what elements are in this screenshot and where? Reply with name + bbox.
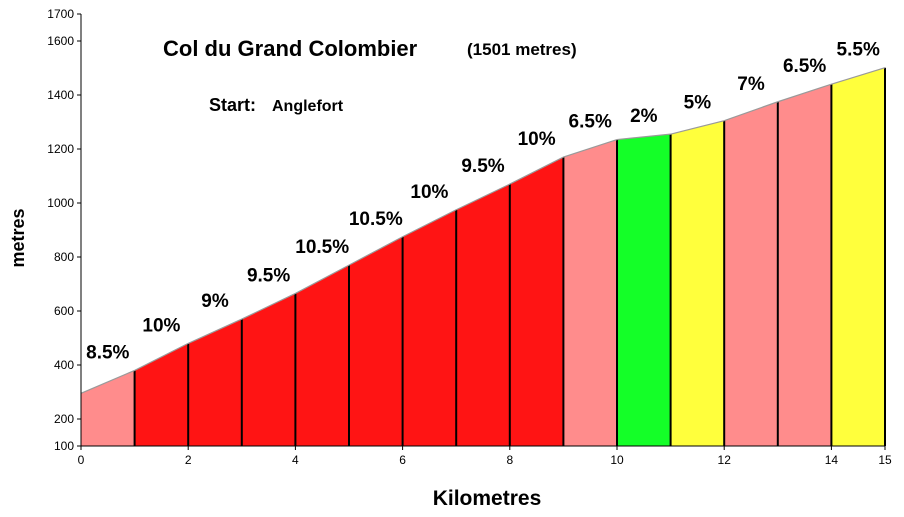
km-dividers bbox=[133, 67, 886, 446]
gradient-label-13: 7% bbox=[737, 74, 765, 95]
gradient-segment-6 bbox=[349, 236, 403, 446]
gradient-label-14: 6.5% bbox=[783, 56, 826, 77]
x-tick-label: 2 bbox=[185, 453, 192, 467]
x-tick-label: 0 bbox=[78, 453, 85, 467]
y-tick-label: 200 bbox=[54, 412, 74, 426]
gradient-segment-7 bbox=[402, 209, 457, 446]
gradient-segment-12 bbox=[670, 120, 725, 447]
x-tick-label: 10 bbox=[610, 453, 624, 467]
x-tick-label: 15 bbox=[878, 453, 892, 467]
start-value: Anglefort bbox=[272, 98, 344, 115]
x-tick-label: 8 bbox=[506, 453, 513, 467]
start-label: Start: bbox=[209, 95, 256, 115]
gradient-segment-4 bbox=[241, 293, 296, 446]
y-tick-label: 1700 bbox=[47, 7, 74, 21]
chart-subtitle: (1501 metres) bbox=[467, 40, 577, 59]
gradient-label-4: 9.5% bbox=[247, 265, 290, 286]
y-tick-label: 1400 bbox=[47, 88, 74, 102]
x-tick-label: 14 bbox=[825, 453, 839, 467]
gradient-label-9: 10% bbox=[518, 129, 556, 150]
gradient-segment-8 bbox=[456, 184, 510, 446]
y-tick-label: 1000 bbox=[47, 196, 74, 210]
gradient-segment-14 bbox=[777, 84, 832, 446]
gradient-label-7: 10% bbox=[410, 182, 448, 203]
gradient-labels: 8.5%10%9%9.5%10.5%10.5%10%9.5%10%6.5% 2%5… bbox=[86, 40, 880, 364]
gradient-label-3: 9% bbox=[201, 291, 229, 312]
x-tick-label: 6 bbox=[399, 453, 406, 467]
elevation-profile-line bbox=[80, 67, 886, 394]
y-tick-label: 1600 bbox=[47, 34, 74, 48]
y-tick-label: 100 bbox=[54, 439, 74, 453]
x-tick-label: 4 bbox=[292, 453, 299, 467]
gradient-segment-9 bbox=[509, 157, 564, 446]
tick-labels: 100 200 400 600 800 1000 1200 1400 1600 1700 0 2 4 6 8… bbox=[47, 7, 892, 467]
gradient-label-11: 2% bbox=[630, 106, 658, 127]
gradient-segment-5 bbox=[295, 265, 349, 446]
gradient-segment-15 bbox=[831, 67, 885, 446]
y-axis-title: metres bbox=[8, 208, 28, 267]
gradient-segment-3 bbox=[188, 319, 242, 446]
x-tick-label: 12 bbox=[718, 453, 732, 467]
gradient-label-15: 5.5% bbox=[837, 40, 880, 61]
gradient-label-8: 9.5% bbox=[461, 156, 504, 177]
gradient-label-10: 6.5% bbox=[569, 112, 612, 133]
gradient-label-1: 8.5% bbox=[86, 342, 129, 363]
gradient-label-6: 10.5% bbox=[349, 209, 403, 230]
gradient-label-12: 5% bbox=[684, 93, 712, 114]
gradient-segment-11 bbox=[617, 134, 671, 446]
gradient-segment-2 bbox=[134, 343, 189, 446]
gradient-segment-13 bbox=[724, 101, 778, 446]
gradient-label-2: 10% bbox=[142, 315, 180, 336]
gradient-label-5: 10.5% bbox=[295, 237, 349, 258]
y-tick-label: 1200 bbox=[47, 142, 74, 156]
gradient-segments bbox=[81, 67, 885, 447]
gradient-segment-10 bbox=[563, 139, 617, 447]
y-tick-label: 800 bbox=[54, 250, 74, 264]
y-tick-label: 600 bbox=[54, 304, 74, 318]
y-tick-label: 400 bbox=[54, 358, 74, 372]
x-axis-title: Kilometres bbox=[433, 487, 542, 510]
gradient-segment-1 bbox=[81, 370, 135, 446]
axes bbox=[77, 13, 886, 450]
chart-title: Col du Grand Colombier bbox=[163, 36, 418, 61]
